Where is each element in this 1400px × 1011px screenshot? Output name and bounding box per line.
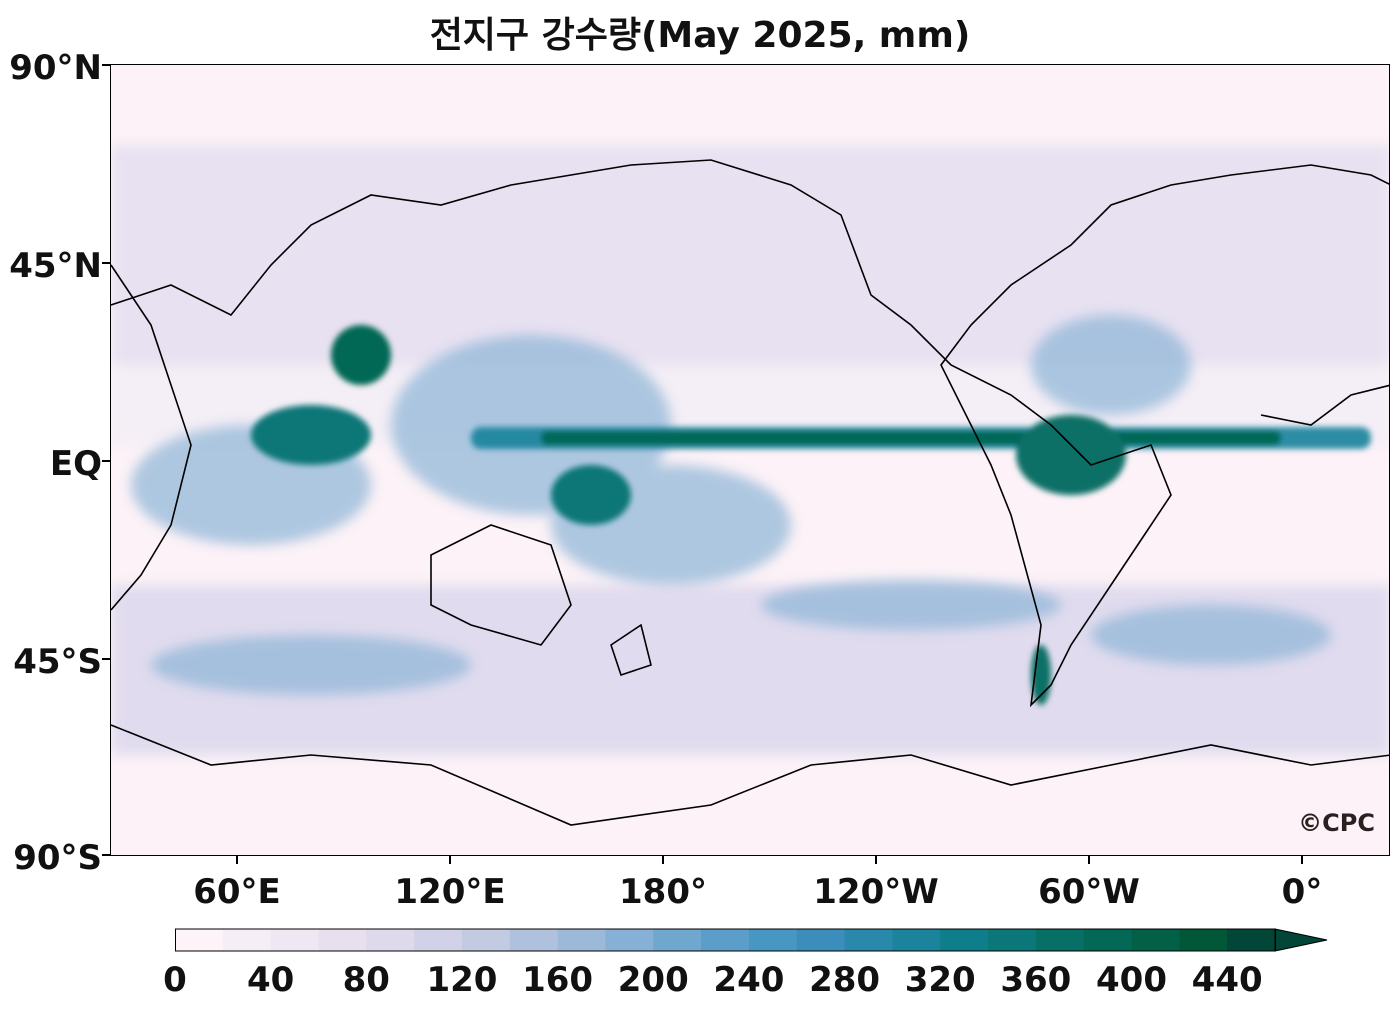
- lat-label-45s: 45°S: [13, 642, 102, 682]
- australia-outline: [430, 524, 572, 646]
- colorbar-tick-label: 120: [426, 960, 498, 1000]
- colorbar-segment: [1227, 929, 1276, 951]
- colorbar-extend-arrow: [1274, 928, 1328, 952]
- south-atlantic-band: [1091, 605, 1331, 665]
- lon-tick: [662, 856, 664, 864]
- colorbar-segment: [892, 929, 941, 951]
- cpc-credit: ©CPC: [1298, 809, 1375, 837]
- colorbar-tick-label: 320: [904, 960, 976, 1000]
- colorbar-tick-label: 280: [809, 960, 881, 1000]
- colorbar-segment: [844, 929, 893, 951]
- colorbar-segment: [175, 929, 224, 951]
- antarctica-outline: [111, 724, 1389, 826]
- lat-label-eq: EQ: [49, 444, 102, 484]
- colorbar-segment: [701, 929, 750, 951]
- precipitation-map: ©CPC: [110, 64, 1390, 856]
- colorbar-segment: [605, 929, 654, 951]
- colorbar-segment: [1179, 929, 1228, 951]
- colorbar-segment: [461, 929, 511, 951]
- mid-latitude-north-band: [111, 145, 1389, 365]
- colorbar: [175, 928, 1328, 952]
- africa-outline: [111, 264, 192, 611]
- colorbar-segment: [940, 929, 989, 951]
- amazon-core: [1016, 415, 1126, 495]
- lat-tick: [102, 854, 110, 856]
- colorbar-tick-label: 240: [713, 960, 785, 1000]
- colorbar-segment: [1083, 929, 1133, 951]
- colorbar-segment: [270, 929, 319, 951]
- lat-tick: [102, 64, 110, 66]
- colorbar-segment: [748, 929, 798, 951]
- colorbar-tick-label: 440: [1191, 960, 1263, 1000]
- south-pacific-band: [761, 580, 1061, 630]
- coastlines: [111, 159, 1389, 826]
- colorbar-tick-label: 400: [1096, 960, 1168, 1000]
- lat-label-90s: 90°S: [13, 838, 102, 878]
- colorbar-segment: [366, 929, 415, 951]
- lon-tick: [1088, 856, 1090, 864]
- colorbar-tick-label: 80: [342, 960, 390, 1000]
- lat-tick: [102, 460, 110, 462]
- new-zealand-outline: [610, 623, 652, 677]
- colorbar-segment: [1035, 929, 1085, 951]
- lon-label-60e: 60°E: [193, 872, 281, 912]
- colorbar-segment: [1131, 929, 1180, 951]
- lat-label-90n: 90°N: [9, 48, 102, 88]
- itcz-core: [541, 431, 1281, 445]
- colorbar-border: [175, 928, 1276, 952]
- lat-tick: [102, 262, 110, 264]
- colorbar-segment: [222, 929, 272, 951]
- lon-tick: [1301, 856, 1303, 864]
- colorbar-tick-label: 40: [246, 960, 295, 1000]
- colorbar-tick-label: 360: [1000, 960, 1072, 1000]
- lat-label-45n: 45°N: [9, 246, 102, 286]
- west-africa-outline: [1260, 384, 1389, 426]
- south-china-core: [331, 325, 391, 385]
- precipitation-field: [111, 145, 1389, 826]
- maritime-continent-core: [551, 465, 631, 525]
- lon-label-120w: 120°W: [813, 872, 939, 912]
- lon-label-60w: 60°W: [1038, 872, 1140, 912]
- colorbar-tick-label: 160: [522, 960, 594, 1000]
- lat-tick: [102, 658, 110, 660]
- colorbar-segment: [414, 929, 463, 951]
- lon-tick: [875, 856, 877, 864]
- northern-continents-outline: [111, 159, 1389, 708]
- bay-of-bengal-core: [251, 405, 371, 465]
- map-title: 전지구 강수량(May 2025, mm): [429, 15, 971, 56]
- colorbar-segment: [509, 929, 559, 951]
- colorbar-segment: [988, 929, 1037, 951]
- lon-label-120e: 120°E: [394, 872, 506, 912]
- colorbar-segment: [796, 929, 846, 951]
- lon-tick: [236, 856, 238, 864]
- lon-label-0: 0°: [1281, 872, 1323, 912]
- lon-tick: [449, 856, 451, 864]
- colorbar-tick-label: 0: [163, 960, 187, 1000]
- colorbar-segment: [318, 929, 367, 951]
- southern-indian-band: [151, 635, 471, 695]
- colorbar-segment: [557, 929, 606, 951]
- north-atlantic-rain: [1031, 315, 1191, 415]
- colorbar-tick-label: 200: [617, 960, 689, 1000]
- colorbar-segment: [653, 929, 702, 951]
- lon-label-180: 180°: [619, 872, 707, 912]
